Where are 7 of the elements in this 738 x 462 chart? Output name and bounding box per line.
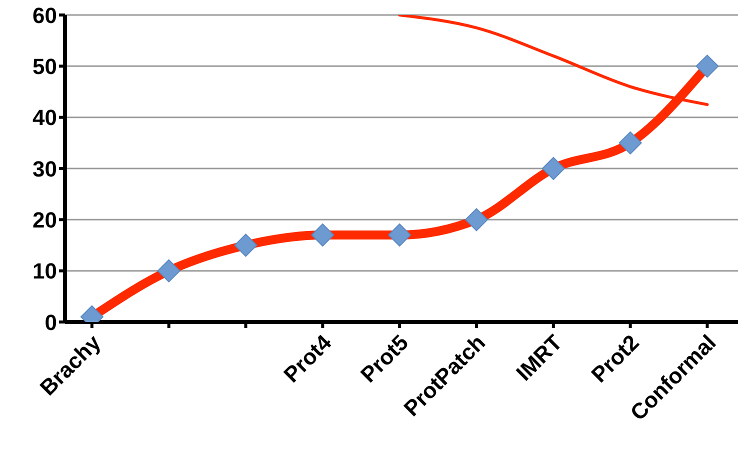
y-tick-label: 50 xyxy=(32,54,57,79)
y-tick-label: 10 xyxy=(32,258,57,284)
y-tick-label: 30 xyxy=(32,156,57,182)
y-tick-label: 20 xyxy=(32,207,57,232)
y-tick-label: 60 xyxy=(32,2,57,28)
y-tick-label: 0 xyxy=(44,310,57,335)
y-tick-label: 40 xyxy=(32,105,57,130)
